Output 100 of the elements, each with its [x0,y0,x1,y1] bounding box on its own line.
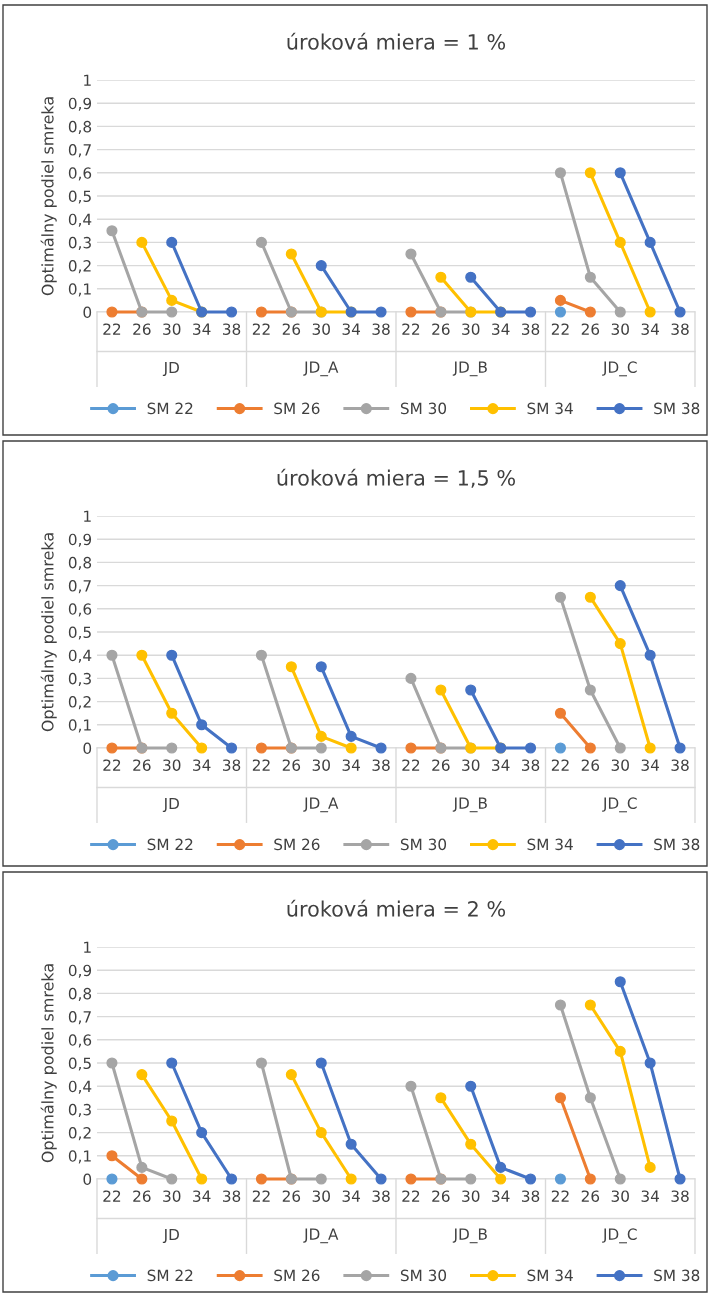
y-tick-label: 0,6 [68,167,92,181]
x-tick-label: 38 [222,1190,241,1202]
x-tick-label: 22 [402,759,420,771]
x-tick-label: 30 [163,1190,181,1202]
x-tick-label: 22 [551,759,569,771]
y-tick-label: 0,3 [68,672,91,686]
x-tick-label: 22 [402,1190,420,1202]
y-tick-label: 0,5 [68,626,91,640]
x-tick-label: 30 [462,1190,480,1202]
x-tick-label: 26 [581,323,600,335]
x-tick-label: 26 [581,759,600,771]
text: JD [162,797,179,813]
x-tick-label: 34 [193,1190,211,1202]
x-tick-label: 26 [133,1190,151,1202]
x-tick-label: 26 [133,759,151,771]
y-tick-label: 0,2 [68,260,91,274]
y-tick-label: 0,9 [68,533,92,547]
legend-label: SM 30 [400,402,447,415]
x-tick-label: 22 [103,1190,121,1202]
y-tick-label: 0 [83,742,92,755]
x-tick-label: 38 [671,1190,689,1202]
y-tick-label: 0,1 [68,719,91,733]
x-tick-label: 34 [641,759,660,771]
y-axis-title: Optimálny podiel smreka [40,97,57,296]
text: JD_B [452,361,487,377]
legend-label: SM 30 [400,838,447,851]
x-tick-label: 30 [611,1190,629,1202]
legend-label: SM 22 [147,402,193,415]
x-tick-label: 22 [402,323,420,335]
text: JD_C [602,361,637,377]
x-tick-label: 30 [611,323,629,335]
x-tick-label: 34 [342,759,361,771]
y-tick-label: 0,4 [68,1080,92,1094]
x-tick-label: 38 [671,323,689,335]
x-tick-label: 34 [193,323,211,335]
x-tick-label: 26 [282,323,301,335]
y-tick-label: 0,3 [68,236,91,250]
legend-label: SM 22 [147,838,193,851]
x-tick-label: 26 [581,1190,600,1202]
x-tick-label: 26 [432,759,450,771]
x-tick-label: 38 [671,759,689,771]
x-tick-label: 22 [103,323,121,335]
x-tick-label: 38 [521,1190,540,1202]
y-tick-label: 0,4 [68,649,92,663]
x-tick-label: 22 [551,323,569,335]
y-tick-label: 0,2 [68,696,91,710]
y-tick-label: 1 [84,510,91,522]
y-tick-label: 0,9 [68,97,92,111]
legend-label: SM 34 [527,402,573,415]
text: JD_A [303,1228,339,1244]
x-tick-label: 30 [312,759,330,771]
y-tick-label: 1 [84,941,91,953]
y-tick-label: 0 [83,306,92,319]
x-tick-label: 38 [372,759,390,771]
text: JD_A [303,797,339,813]
y-axis-title: Optimálny podiel smreka [40,964,57,1163]
legend-label: SM 34 [527,1269,573,1282]
x-tick-label: 38 [372,1190,390,1202]
text: JD [162,1228,179,1244]
text: JD_B [452,797,487,813]
y-tick-label: 0,8 [68,556,92,570]
legend-label: SM 30 [400,1269,447,1282]
text: JD_B [452,1228,487,1244]
x-tick-label: 22 [103,759,121,771]
x-tick-label: 30 [163,323,181,335]
y-axis-title: Optimálny podiel smreka [40,533,57,732]
x-tick-label: 22 [252,759,270,771]
x-tick-label: 30 [163,759,181,771]
legend-label: SM 26 [274,1269,320,1282]
y-tick-label: 0,6 [68,1034,92,1048]
y-tick-label: 0,1 [68,283,91,297]
x-tick-label: 34 [641,1190,660,1202]
text: JD_A [303,361,339,377]
chart-title: úroková miera = 1 % [287,32,506,50]
text: JD_C [602,1228,637,1244]
x-tick-label: 30 [611,759,629,771]
x-tick-label: 38 [222,759,241,771]
y-tick-label: 0,7 [68,144,91,158]
x-tick-label: 22 [551,1190,569,1202]
x-tick-label: 38 [372,323,390,335]
x-tick-label: 22 [252,323,270,335]
legend-label: SM 38 [654,1269,700,1282]
x-tick-label: 34 [492,1190,510,1202]
y-tick-label: 0,1 [68,1150,91,1164]
x-tick-label: 34 [342,323,361,335]
x-tick-label: 34 [492,323,510,335]
x-tick-label: 34 [492,759,510,771]
x-tick-label: 30 [312,1190,330,1202]
x-tick-label: 38 [222,323,241,335]
y-tick-label: 0,7 [68,580,91,594]
text: JD [162,361,179,377]
x-tick-label: 26 [133,323,151,335]
y-tick-label: 0,4 [68,213,92,227]
legend-label: SM 38 [654,402,700,415]
x-tick-label: 34 [342,1190,361,1202]
chart-title: úroková miera = 2 % [287,899,506,917]
chart-title: úroková miera = 1,5 % [277,468,515,488]
x-tick-label: 26 [432,1190,450,1202]
x-tick-label: 26 [282,759,301,771]
x-tick-label: 26 [282,1190,301,1202]
